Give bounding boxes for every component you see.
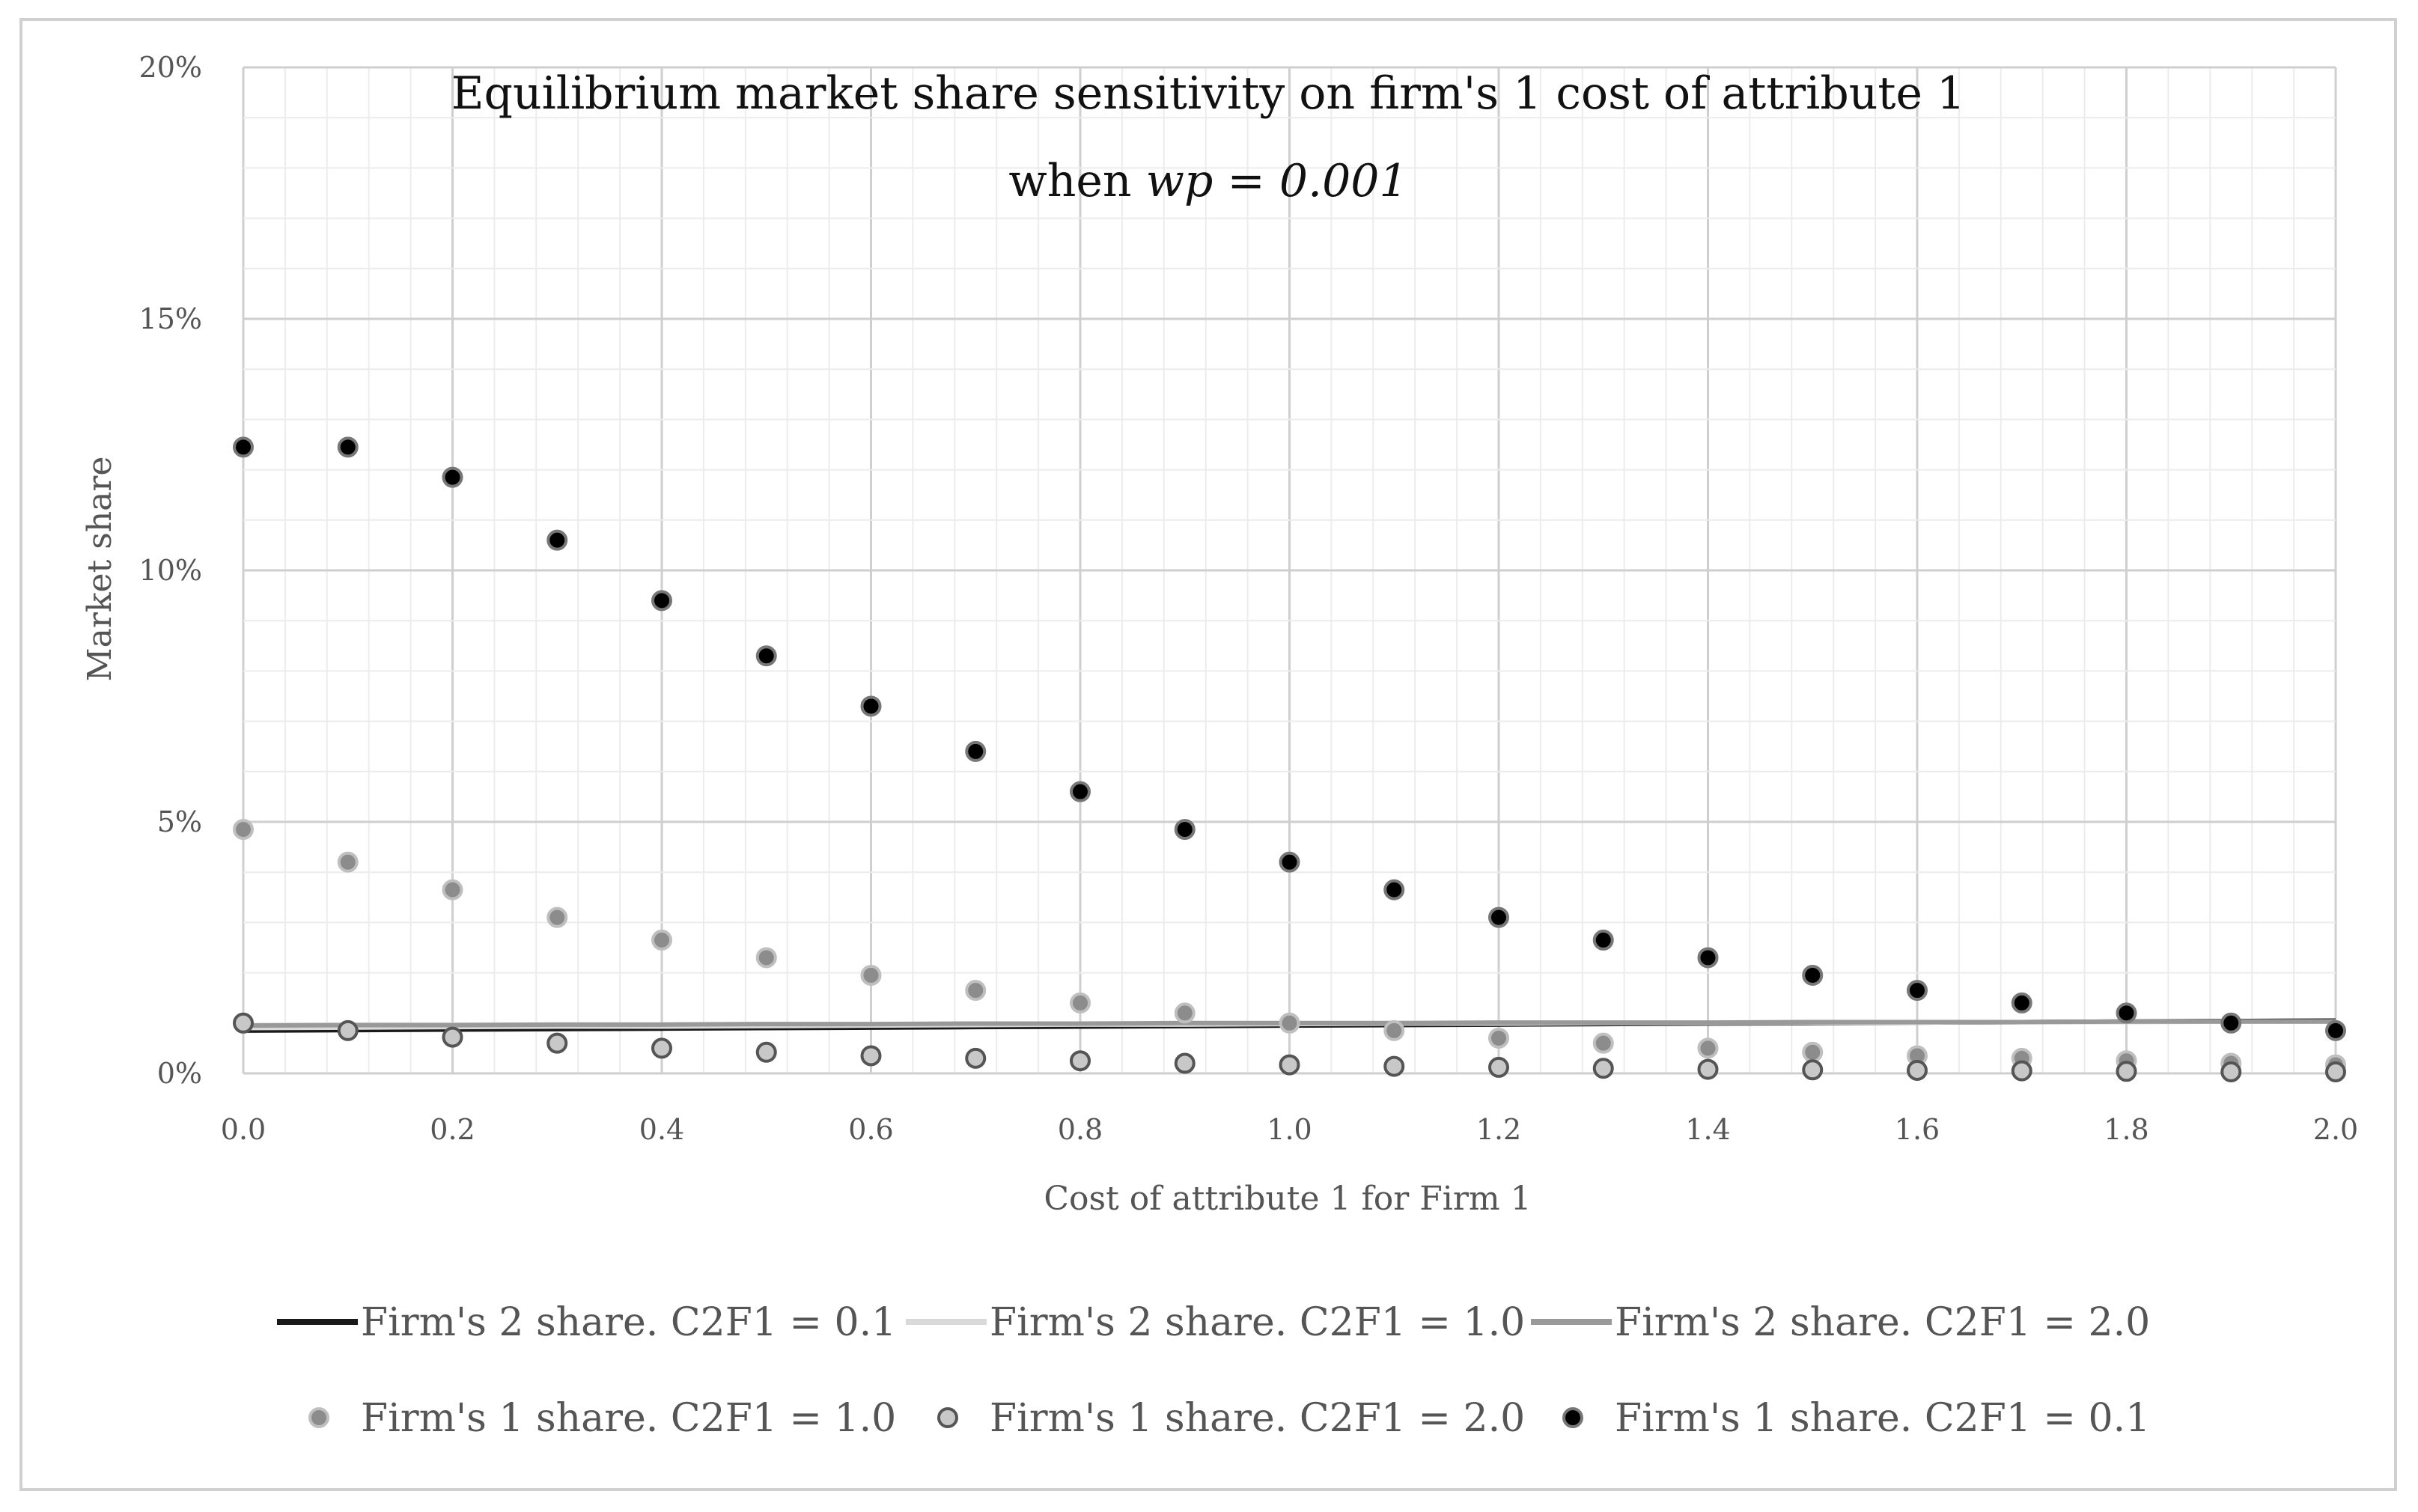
legend-label: Firm's 1 share. C2F1 = 1.0 [361, 1396, 896, 1441]
data-point-series-3 [337, 436, 359, 458]
data-point-series-1 [337, 851, 359, 873]
data-point-series-3 [442, 466, 463, 488]
data-point-series-2 [1383, 1055, 1405, 1077]
legend-point-swatch [1562, 1407, 1583, 1428]
data-point-series-2 [546, 1032, 568, 1054]
data-point-series-2 [2325, 1061, 2346, 1082]
legend-point-swatch [937, 1407, 958, 1428]
data-point-series-3 [860, 695, 882, 717]
x-tick-label: 0.2 [430, 1113, 475, 1146]
x-tick-label: 1.8 [2104, 1113, 2149, 1146]
data-point-series-2 [1279, 1054, 1300, 1076]
data-point-series-2 [755, 1041, 777, 1063]
y-tick-label: 15% [139, 302, 202, 335]
data-point-series-2 [2220, 1061, 2242, 1082]
series-points [233, 436, 2346, 1082]
data-point-series-3 [965, 740, 987, 762]
data-point-series-3 [1070, 781, 1091, 802]
data-point-series-1 [1697, 1037, 1719, 1059]
data-point-series-1 [1802, 1041, 1824, 1063]
y-tick-label: 0% [157, 1057, 202, 1090]
data-point-series-2 [442, 1026, 463, 1048]
x-tick-label: 2.0 [2313, 1113, 2358, 1146]
data-point-series-2 [860, 1045, 882, 1067]
data-point-series-2 [1488, 1056, 1509, 1078]
data-point-series-2 [651, 1037, 672, 1059]
x-tick-label: 1.2 [1476, 1113, 1521, 1146]
figure-border [19, 18, 2397, 1491]
legend-label: Firm's 2 share. C2F1 = 0.1 [361, 1300, 896, 1345]
data-point-series-2 [1802, 1059, 1824, 1081]
x-tick-label: 1.0 [1267, 1113, 1312, 1146]
y-axis-ticks: 0% 5% 10% 15% 20% [139, 51, 202, 1090]
legend-label: Firm's 1 share. C2F1 = 2.0 [990, 1396, 1525, 1441]
legend-point-swatch [308, 1407, 329, 1428]
data-point-series-3 [233, 436, 254, 458]
x-axis-ticks: 0.0 0.2 0.4 0.6 0.8 1.0 1.2 1.4 1.6 1.8 2.0 [221, 1113, 2358, 1146]
data-point-series-3 [2116, 1002, 2137, 1024]
data-point-series-3 [1697, 947, 1719, 969]
chart-subtitle: when wp = 0.001 [1008, 155, 1407, 207]
data-point-series-2 [1174, 1052, 1196, 1074]
data-point-series-2 [233, 1012, 254, 1034]
data-point-series-3 [2011, 992, 2032, 1013]
legend-label: Firm's 2 share. C2F1 = 1.0 [990, 1300, 1525, 1345]
data-point-series-3 [2325, 1019, 2346, 1041]
data-point-series-2 [1592, 1058, 1614, 1079]
data-point-series-3 [546, 529, 568, 551]
data-point-series-1 [1070, 992, 1091, 1013]
data-point-series-1 [546, 906, 568, 928]
subtitle-prefix: when [1008, 155, 1145, 207]
data-point-series-1 [233, 819, 254, 841]
plot-grid [242, 66, 2337, 1075]
chart-title: Equilibrium market share sensitivity on … [451, 67, 1965, 120]
data-point-series-2 [2116, 1061, 2137, 1082]
x-tick-label: 1.4 [1685, 1113, 1730, 1146]
data-point-series-1 [860, 964, 882, 986]
legend-label: Firm's 1 share. C2F1 = 0.1 [1615, 1396, 2150, 1441]
y-tick-label: 10% [139, 554, 202, 587]
data-point-series-2 [1697, 1058, 1719, 1080]
x-tick-label: 0.4 [639, 1113, 684, 1146]
data-point-series-3 [1802, 964, 1824, 986]
data-point-series-2 [1907, 1059, 1928, 1081]
y-axis-label: Market share [81, 457, 119, 682]
data-point-series-3 [1279, 851, 1300, 873]
data-point-series-3 [651, 590, 672, 612]
data-point-series-3 [1383, 879, 1405, 900]
data-point-series-2 [337, 1019, 359, 1041]
x-tick-label: 0.8 [1058, 1113, 1103, 1146]
x-tick-label: 0.6 [848, 1113, 893, 1146]
legend-label: Firm's 2 share. C2F1 = 2.0 [1615, 1300, 2150, 1345]
x-axis-label: Cost of attribute 1 for Firm 1 [1044, 1180, 1531, 1218]
data-point-series-1 [651, 929, 672, 951]
data-point-series-1 [1279, 1012, 1300, 1034]
data-point-series-3 [1488, 906, 1509, 928]
data-point-series-1 [1383, 1019, 1405, 1041]
subtitle-math: wp = 0.001 [1146, 155, 1408, 207]
x-tick-label: 0.0 [221, 1113, 266, 1146]
y-tick-label: 20% [139, 51, 202, 84]
data-point-series-3 [1174, 819, 1196, 841]
data-point-series-1 [1488, 1027, 1509, 1049]
data-point-series-1 [1592, 1032, 1614, 1054]
y-tick-label: 5% [157, 805, 202, 838]
data-point-series-3 [2220, 1012, 2242, 1034]
data-point-series-2 [1070, 1050, 1091, 1072]
data-point-series-1 [755, 947, 777, 969]
data-point-series-3 [755, 645, 777, 667]
data-point-series-2 [965, 1047, 987, 1069]
data-point-series-3 [1907, 980, 1928, 1002]
x-tick-label: 1.6 [1895, 1113, 1940, 1146]
data-point-series-1 [965, 980, 987, 1002]
data-point-series-1 [442, 879, 463, 900]
data-point-series-3 [1592, 929, 1614, 951]
data-point-series-2 [2011, 1060, 2032, 1082]
legend: Firm's 2 share. C2F1 = 0.1 Firm's 2 share… [277, 1300, 2150, 1441]
data-point-series-1 [1174, 1002, 1196, 1024]
